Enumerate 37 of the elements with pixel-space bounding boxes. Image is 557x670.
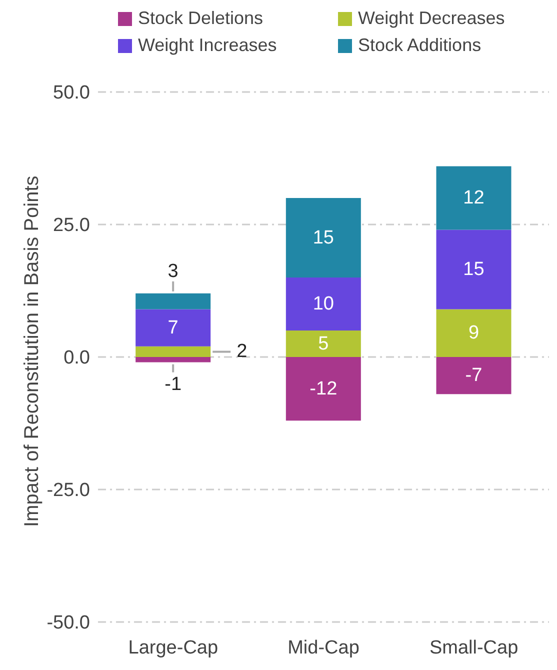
bar	[136, 357, 211, 362]
data-label: 5	[318, 333, 329, 354]
data-label: 7	[168, 317, 178, 338]
data-label: 9	[468, 322, 480, 344]
bar	[286, 198, 361, 278]
y-axis-title: Impact of Reconstitution in Basis Points	[21, 176, 44, 527]
bar	[136, 293, 211, 310]
legend-label: Weight Decreases	[358, 8, 505, 29]
data-label: 3	[168, 260, 178, 282]
y-tick-label: -50.0	[46, 612, 90, 634]
bar	[286, 278, 361, 330]
bar	[436, 357, 512, 394]
bar	[136, 346, 211, 357]
bar	[136, 309, 211, 346]
bar	[436, 166, 512, 230]
data-label: 15	[463, 259, 484, 280]
legend-label: Stock Additions	[358, 35, 482, 56]
y-tick-label: -25.0	[46, 480, 90, 502]
x-tick-label: Small-Cap	[429, 637, 518, 658]
legend-label: Weight Increases	[138, 35, 277, 56]
y-tick-label: 50.0	[53, 82, 90, 104]
data-label: 12	[463, 188, 484, 208]
data-label: 2	[236, 341, 248, 362]
x-tick-label: Mid-Cap	[288, 637, 360, 658]
data-label: -7	[465, 365, 482, 386]
data-label: -12	[310, 378, 338, 400]
legend-label: Stock Deletions	[138, 8, 264, 29]
data-label: 10	[312, 294, 334, 314]
bar	[436, 230, 512, 310]
data-label: -1	[164, 374, 182, 395]
data-label: 15	[312, 227, 334, 248]
bar	[286, 330, 361, 357]
x-tick-label: Large-Cap	[128, 637, 218, 658]
bar	[286, 357, 361, 421]
y-tick-label: 25.0	[53, 215, 90, 236]
bar	[436, 309, 512, 357]
y-tick-label: 0.0	[64, 348, 90, 369]
